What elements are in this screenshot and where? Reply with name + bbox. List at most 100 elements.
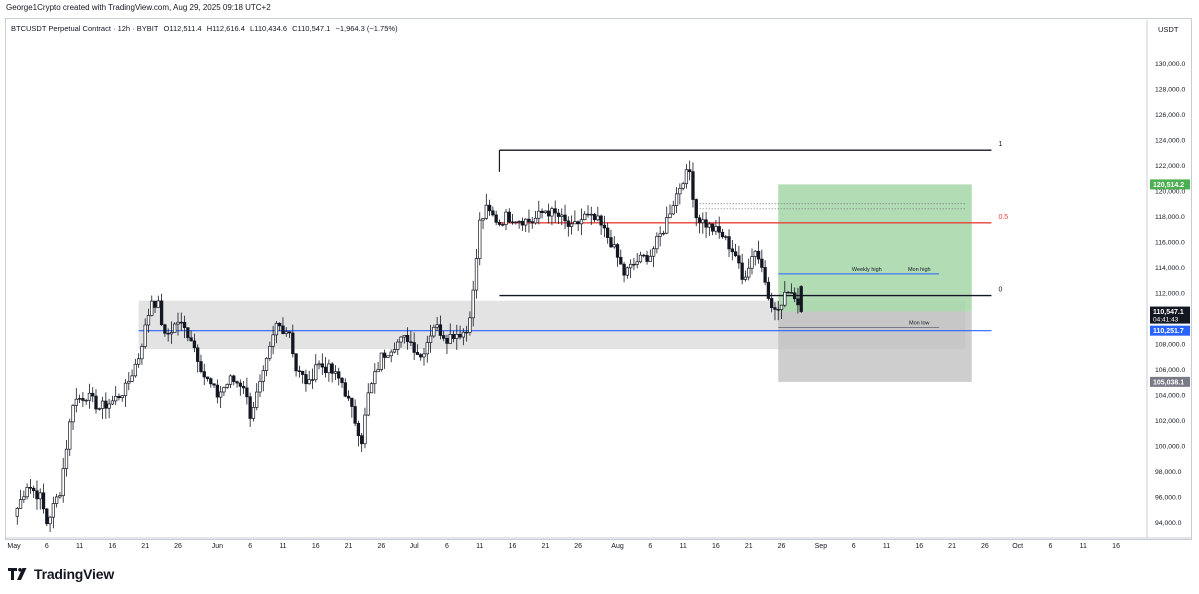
candle-body[interactable] xyxy=(261,370,265,382)
candle-body[interactable] xyxy=(402,334,406,338)
candle-body[interactable] xyxy=(743,276,748,280)
candle-body[interactable] xyxy=(563,214,567,222)
candle-body[interactable] xyxy=(294,353,298,372)
candle-body[interactable] xyxy=(651,248,656,257)
candle-body[interactable] xyxy=(228,375,233,385)
candle-body[interactable] xyxy=(661,232,666,235)
candle-body[interactable] xyxy=(291,332,295,355)
candle-body[interactable] xyxy=(674,193,679,206)
candle-body[interactable] xyxy=(209,378,213,385)
candle-body[interactable] xyxy=(15,508,19,517)
candle-body[interactable] xyxy=(222,387,226,393)
candle-body[interactable] xyxy=(533,217,538,224)
candle-body[interactable] xyxy=(514,221,518,224)
candle-body[interactable] xyxy=(645,255,649,262)
candle-body[interactable] xyxy=(445,338,449,344)
candle-body[interactable] xyxy=(720,231,725,238)
candle-body[interactable] xyxy=(750,256,754,269)
candle-body[interactable] xyxy=(760,258,764,268)
candle-body[interactable] xyxy=(373,371,377,385)
candle-body[interactable] xyxy=(442,335,446,339)
candle-body[interactable] xyxy=(550,208,554,217)
candle-body[interactable] xyxy=(776,309,780,311)
candle-body[interactable] xyxy=(356,422,361,437)
candle-body[interactable] xyxy=(573,221,577,225)
candle-body[interactable] xyxy=(117,395,121,398)
candle-body[interactable] xyxy=(494,214,498,223)
candle-body[interactable] xyxy=(130,375,134,382)
candle-body[interactable] xyxy=(337,371,341,379)
candle-body[interactable] xyxy=(363,414,367,445)
candle-body[interactable] xyxy=(786,291,790,294)
candle-body[interactable] xyxy=(314,364,318,381)
candle-body[interactable] xyxy=(304,374,308,385)
candle-body[interactable] xyxy=(127,381,131,384)
candle-body[interactable] xyxy=(61,468,65,497)
candle-body[interactable] xyxy=(422,353,426,358)
candle-body[interactable] xyxy=(586,213,590,216)
candle-body[interactable] xyxy=(68,421,72,450)
candle-body[interactable] xyxy=(28,487,33,489)
candle-body[interactable] xyxy=(409,341,413,343)
candle-body[interactable] xyxy=(97,408,101,410)
candle-body[interactable] xyxy=(428,335,433,343)
candle-body[interactable] xyxy=(756,250,761,260)
candle-body[interactable] xyxy=(681,183,685,189)
candle-body[interactable] xyxy=(123,382,128,397)
candle-body[interactable] xyxy=(609,237,613,248)
candle-body[interactable] xyxy=(18,499,23,509)
candle-body[interactable] xyxy=(671,205,675,215)
candle-body[interactable] xyxy=(81,398,85,401)
candle-body[interactable] xyxy=(510,221,515,224)
candle-body[interactable] xyxy=(386,355,390,358)
candle-body[interactable] xyxy=(714,226,718,232)
candle-body[interactable] xyxy=(471,289,475,319)
candle-body[interactable] xyxy=(694,199,698,219)
candle-body[interactable] xyxy=(438,324,443,336)
candle-body[interactable] xyxy=(232,375,236,382)
candle-body[interactable] xyxy=(389,351,393,357)
candle-body[interactable] xyxy=(628,263,633,269)
candle-body[interactable] xyxy=(225,383,229,388)
candle-body[interactable] xyxy=(143,324,147,347)
candle-body[interactable] xyxy=(684,169,689,185)
candle-body[interactable] xyxy=(77,398,82,400)
candle-body[interactable] xyxy=(747,267,751,278)
candle-body[interactable] xyxy=(727,236,731,250)
candle-body[interactable] xyxy=(196,347,200,362)
candle-body[interactable] xyxy=(435,324,439,328)
candle-body[interactable] xyxy=(169,332,174,335)
candle-body[interactable] xyxy=(688,169,692,173)
candle-body[interactable] xyxy=(346,395,351,399)
tradingview-brand[interactable]: TradingView xyxy=(8,566,114,582)
candle-body[interactable] xyxy=(530,221,534,224)
candle-body[interactable] xyxy=(245,387,249,398)
candle-body[interactable] xyxy=(369,383,374,394)
candle-body[interactable] xyxy=(120,395,124,398)
candle-body[interactable] xyxy=(133,363,138,377)
candle-body[interactable] xyxy=(163,324,167,334)
candle-body[interactable] xyxy=(205,376,210,380)
candle-body[interactable] xyxy=(468,317,472,333)
candle-body[interactable] xyxy=(543,210,548,214)
candle-body[interactable] xyxy=(179,321,183,324)
candle-body[interactable] xyxy=(64,448,69,469)
candle-body[interactable] xyxy=(176,321,180,325)
candle-body[interactable] xyxy=(281,325,285,334)
candle-body[interactable] xyxy=(635,261,639,265)
candle-body[interactable] xyxy=(173,323,177,333)
candle-body[interactable] xyxy=(100,400,105,409)
candle-body[interactable] xyxy=(655,236,659,250)
candle-body[interactable] xyxy=(638,254,643,263)
candle-body[interactable] xyxy=(710,223,715,232)
candle-body[interactable] xyxy=(412,342,416,353)
candle-body[interactable] xyxy=(625,267,630,276)
candle-body[interactable] xyxy=(599,215,603,226)
candle-body[interactable] xyxy=(740,262,744,280)
candle-body[interactable] xyxy=(104,400,108,409)
candle-body[interactable] xyxy=(248,396,252,419)
candle-body[interactable] xyxy=(425,342,429,355)
candle-body[interactable] xyxy=(733,251,738,257)
candle-body[interactable] xyxy=(340,377,344,384)
candle-body[interactable] xyxy=(569,223,574,227)
